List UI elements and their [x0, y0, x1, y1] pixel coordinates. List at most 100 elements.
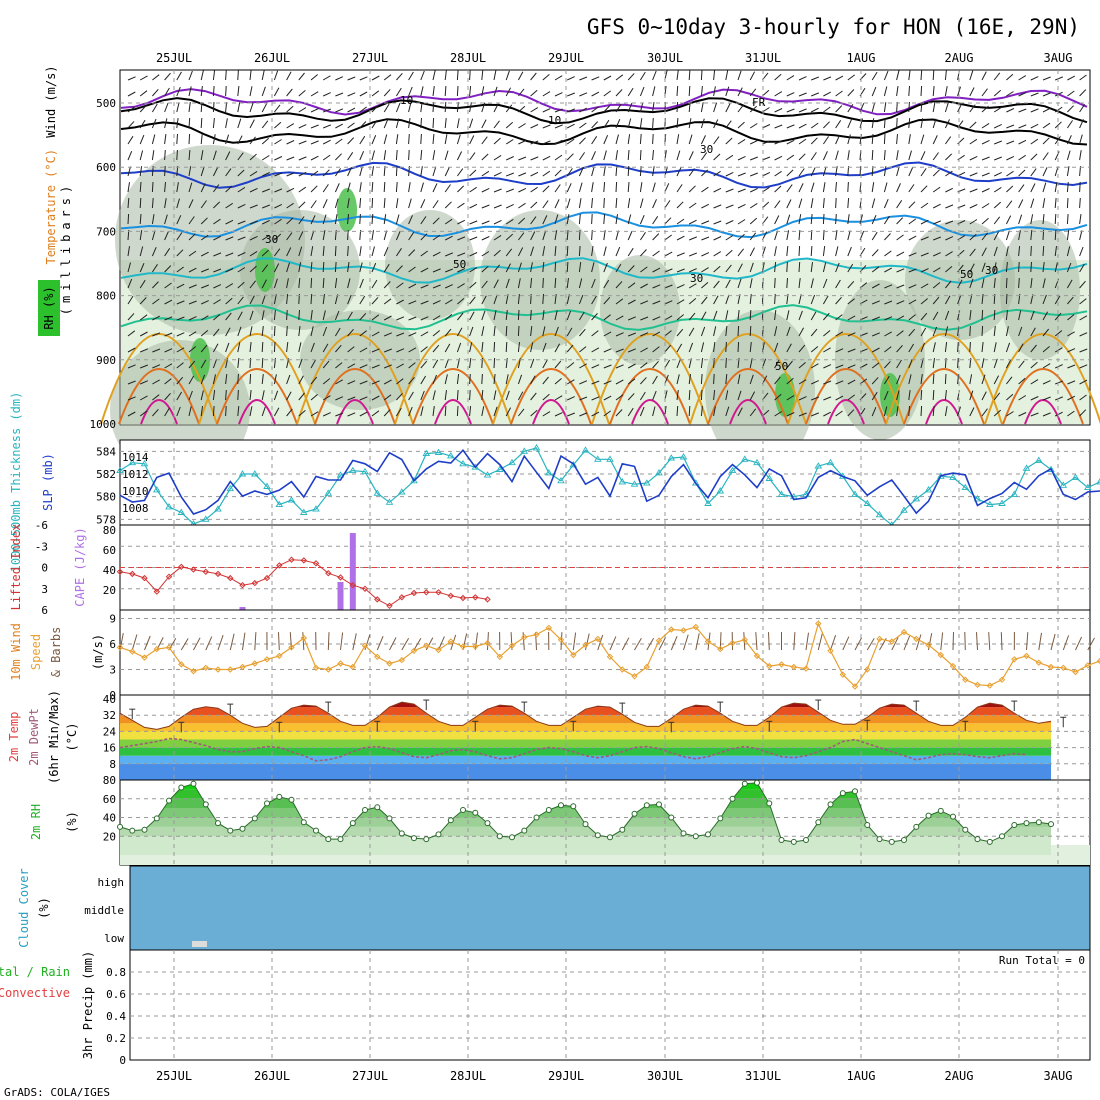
- wind10m-marker: [508, 642, 516, 649]
- wind10m-barb: [817, 633, 823, 651]
- wind-barb: [700, 342, 705, 353]
- wind-barb: [701, 186, 709, 193]
- wind-barb: [383, 134, 388, 145]
- thickness-marker: [349, 466, 357, 474]
- wind-barb: [1018, 277, 1020, 289]
- wind-barb: [347, 107, 356, 113]
- wind-barb: [822, 246, 826, 257]
- temp2m-label: 2m Temp: [7, 712, 21, 763]
- wind-barb: [152, 394, 160, 401]
- wind-barb: [322, 139, 331, 145]
- wind-barb: [932, 406, 935, 417]
- wind-barb: [835, 348, 844, 353]
- wind-barb: [871, 391, 878, 401]
- wind10m-marker: [949, 662, 957, 670]
- wind-barb: [872, 332, 880, 337]
- wind-barb: [286, 391, 292, 401]
- wind10m-barb: [413, 638, 422, 651]
- date-label-top: 28JUL: [450, 51, 486, 65]
- wind-barb: [347, 396, 356, 401]
- wind-barb: [1066, 166, 1070, 177]
- wind-barb: [359, 76, 368, 81]
- wind-barb: [1066, 182, 1069, 193]
- wind-barb: [298, 107, 307, 113]
- wind-barb: [395, 182, 398, 193]
- wind-barb: [1042, 167, 1048, 177]
- wind-barb: [139, 263, 145, 273]
- wind-barb: [786, 124, 795, 129]
- wind-barb: [725, 310, 729, 321]
- wind-barb: [652, 300, 661, 305]
- wind-barb: [652, 267, 661, 273]
- wind-barb: [823, 364, 832, 369]
- wind-barb: [920, 134, 925, 145]
- wind10m-barb: [768, 632, 770, 651]
- wind-barb: [689, 236, 697, 241]
- wind-barb: [200, 344, 208, 353]
- wind-barb: [432, 234, 441, 241]
- date-label-top: 26JUL: [254, 51, 290, 65]
- wind-barb: [481, 86, 485, 97]
- wind-barb: [579, 346, 587, 353]
- wind-barb: [371, 297, 379, 305]
- wind-barb: [274, 172, 283, 177]
- wind-barb: [164, 265, 172, 273]
- wind-barb: [639, 406, 645, 417]
- wind-barb: [810, 380, 819, 385]
- wind-barb: [883, 133, 886, 145]
- wind-barb: [127, 198, 130, 209]
- wind-barb: [688, 69, 691, 81]
- wind-barb: [249, 295, 255, 305]
- thickness-marker: [434, 448, 443, 455]
- wind-barb: [212, 343, 219, 353]
- wind-barb: [530, 358, 535, 369]
- wind-barb: [627, 118, 632, 129]
- wind-barb: [530, 278, 533, 289]
- wind-barb: [627, 378, 636, 385]
- wind-barb: [200, 101, 203, 113]
- dewpoint-label: 2m DewPt: [27, 708, 41, 766]
- wind-barb: [1054, 182, 1058, 193]
- wind-barb: [908, 101, 910, 113]
- wind-barb: [1042, 380, 1051, 385]
- rh-blob: [905, 220, 1015, 340]
- temp-band: [120, 723, 1051, 732]
- lifted-index-marker: [312, 560, 320, 567]
- wind-barb: [542, 342, 547, 353]
- wind-barb: [627, 134, 631, 145]
- wind-barb: [505, 139, 514, 145]
- wind-barb: [676, 85, 679, 97]
- wind-barb: [932, 296, 940, 305]
- wind-barb: [469, 69, 471, 81]
- wind-barb: [151, 181, 154, 193]
- rh2m-marker: [386, 815, 393, 822]
- precip-panel: 0.80.60.40.20 Run Total = 0 Total / Rain…: [0, 949, 1091, 1067]
- wind-barb: [213, 328, 220, 337]
- wind-barb: [493, 357, 496, 369]
- rh2m-marker: [447, 817, 454, 824]
- wind-barb: [481, 326, 485, 337]
- rh2m-marker: [472, 809, 479, 816]
- wind-barb: [432, 86, 435, 97]
- wind-barb: [994, 156, 1002, 161]
- wind-barb: [652, 331, 661, 337]
- wind-barb: [237, 152, 244, 161]
- wind-barb: [749, 342, 752, 353]
- rh2m-marker: [607, 834, 613, 841]
- wind-barb: [335, 108, 344, 113]
- wind-barb: [932, 169, 940, 177]
- wind-barb: [566, 344, 574, 353]
- wind-barb: [835, 262, 840, 273]
- wind-barb: [835, 75, 844, 81]
- lifted-index-marker: [276, 562, 283, 569]
- wind-barb: [1018, 310, 1022, 321]
- wind-barb: [396, 378, 404, 385]
- wind-barb: [676, 184, 683, 193]
- wind-barb: [774, 230, 779, 241]
- wind-barb: [896, 86, 899, 97]
- wind-barb: [578, 198, 582, 209]
- thickness-marker: [618, 478, 627, 485]
- wind-barb: [1054, 213, 1057, 225]
- wind-barb: [444, 390, 447, 401]
